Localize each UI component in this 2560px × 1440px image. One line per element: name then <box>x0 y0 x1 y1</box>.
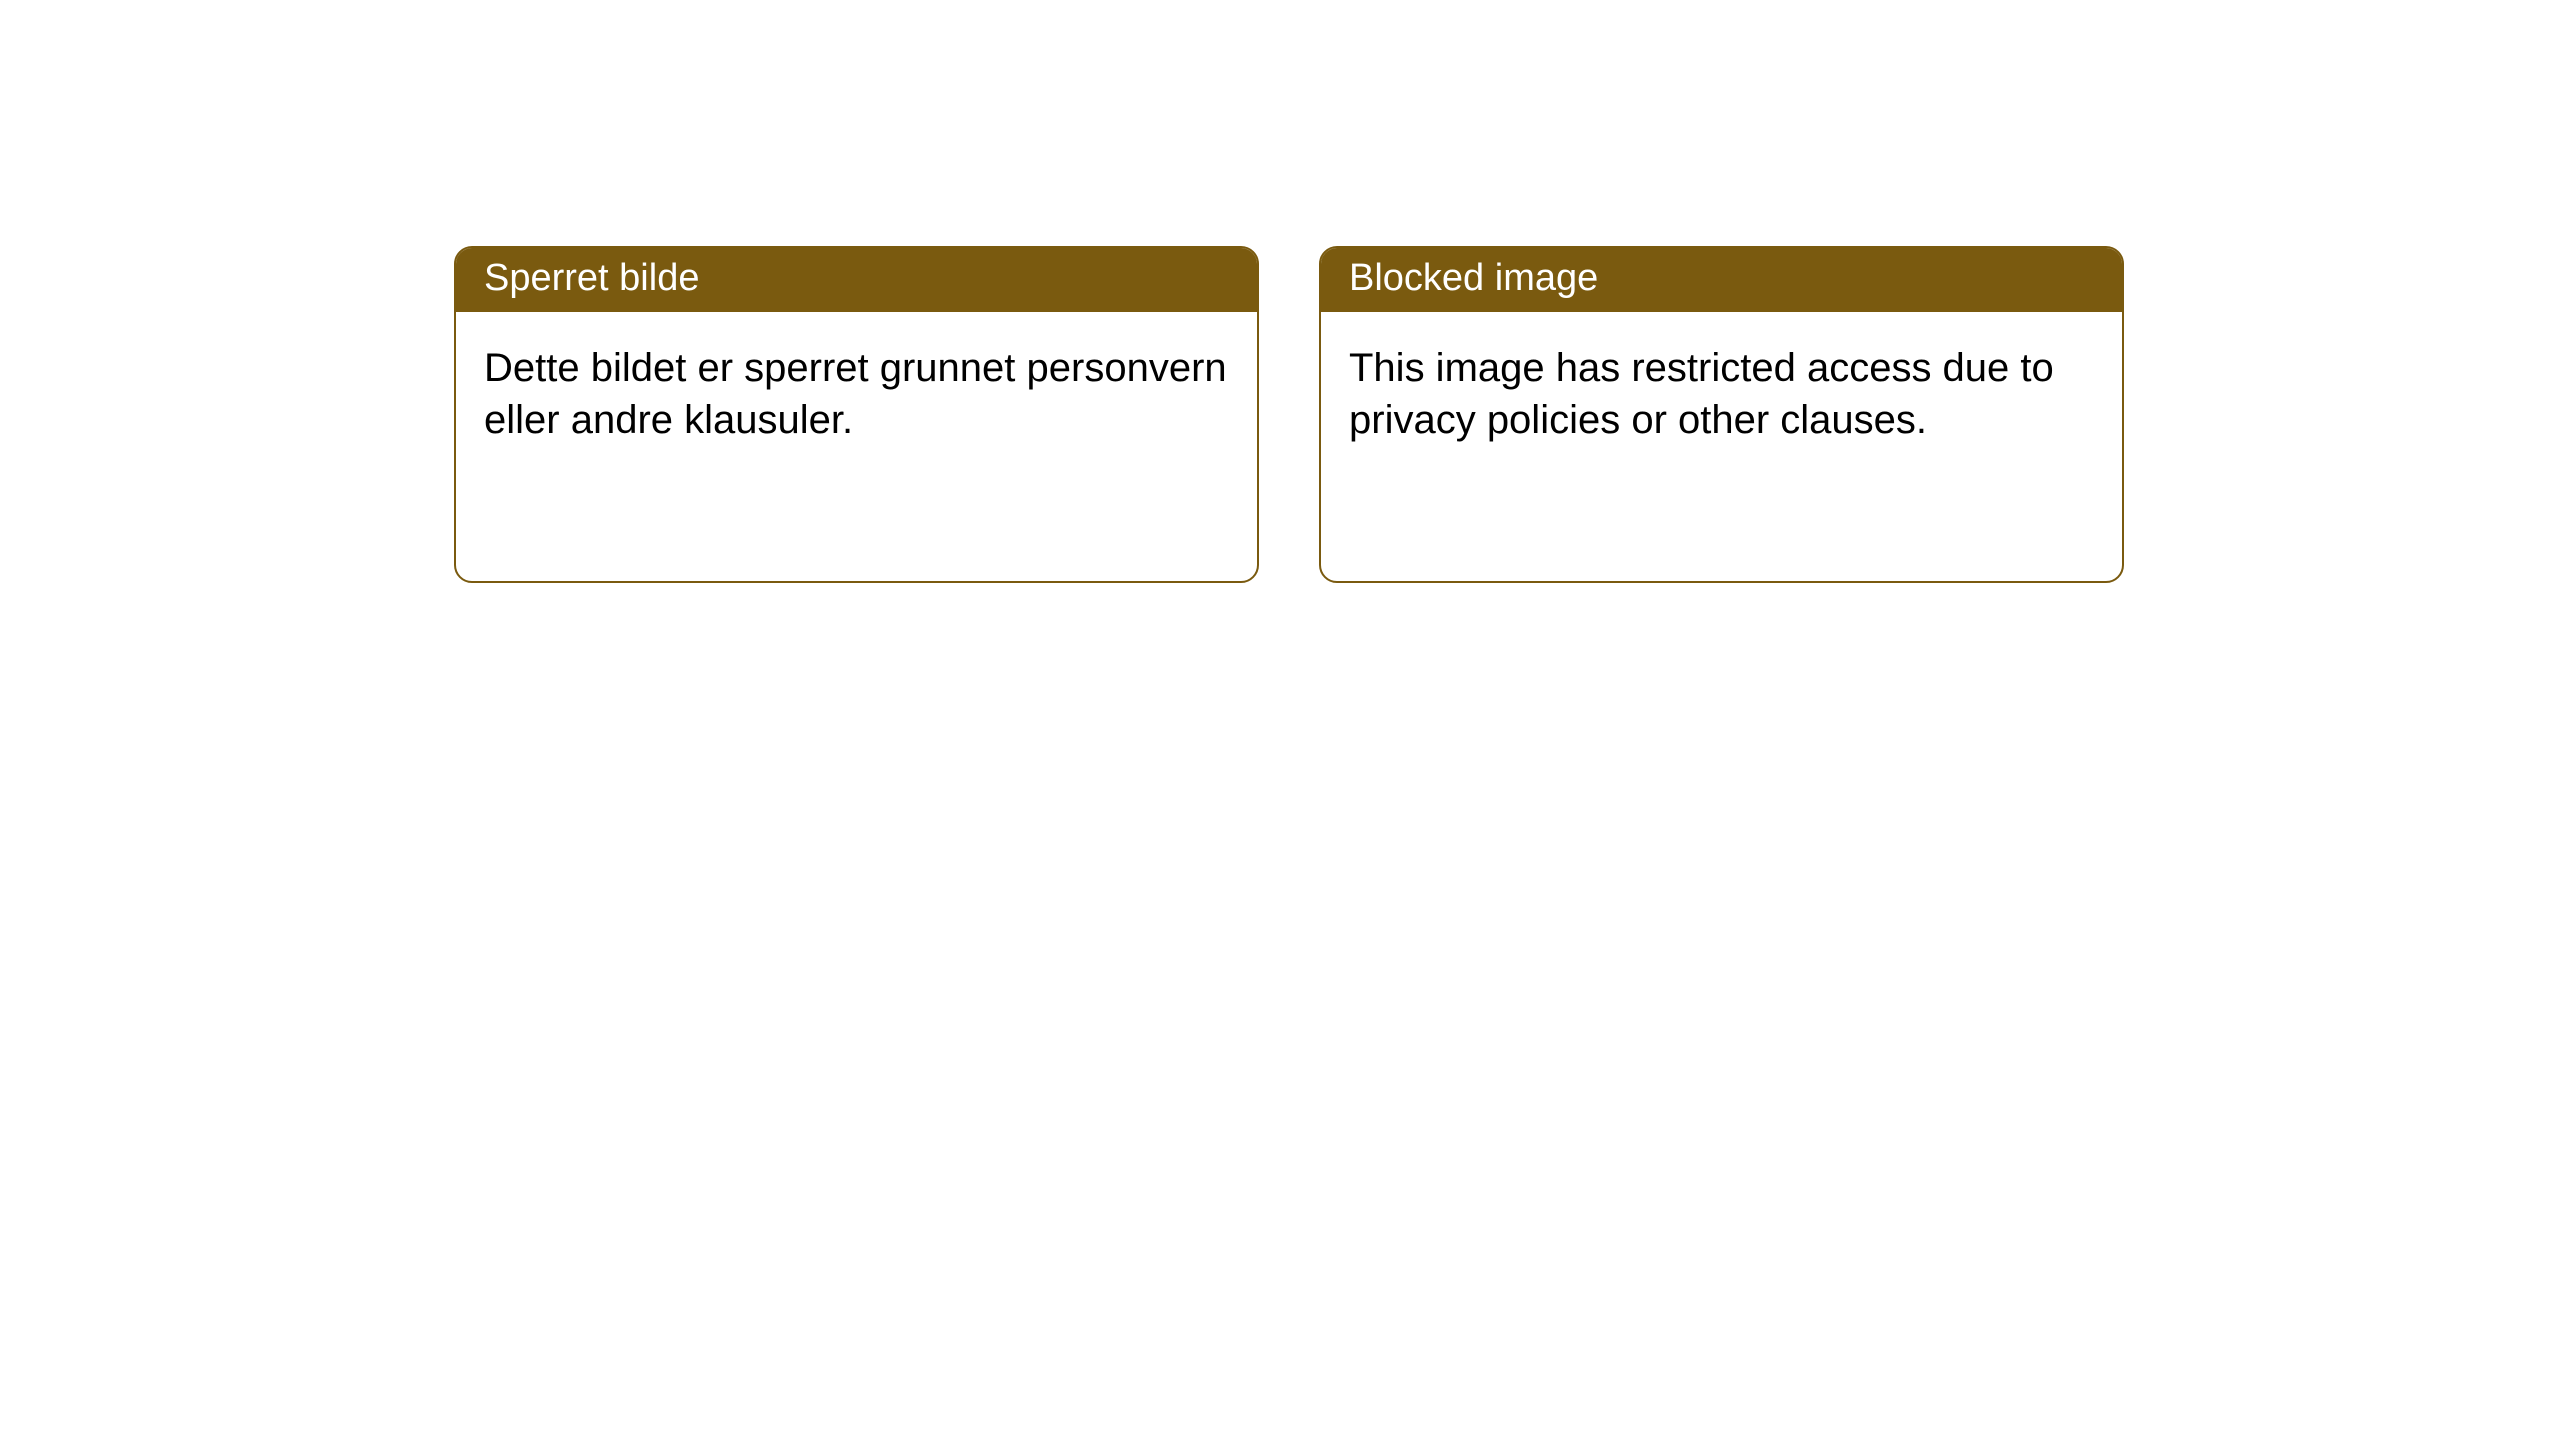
card-text-english: This image has restricted access due to … <box>1349 346 2054 442</box>
card-body-norwegian: Dette bildet er sperret grunnet personve… <box>456 312 1257 474</box>
card-title-english: Blocked image <box>1349 257 1598 299</box>
card-title-norwegian: Sperret bilde <box>484 257 699 299</box>
card-text-norwegian: Dette bildet er sperret grunnet personve… <box>484 346 1227 442</box>
card-header-english: Blocked image <box>1321 248 2122 312</box>
card-norwegian: Sperret bilde Dette bildet er sperret gr… <box>454 246 1259 583</box>
card-body-english: This image has restricted access due to … <box>1321 312 2122 474</box>
card-header-norwegian: Sperret bilde <box>456 248 1257 312</box>
card-english: Blocked image This image has restricted … <box>1319 246 2124 583</box>
cards-container: Sperret bilde Dette bildet er sperret gr… <box>454 246 2124 583</box>
